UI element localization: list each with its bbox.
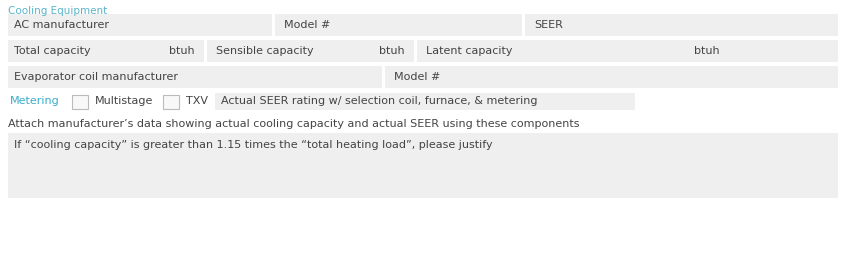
Bar	[163, 95, 179, 108]
Bar	[204, 40, 207, 62]
Text: Multistage: Multistage	[95, 96, 153, 106]
Bar	[8, 133, 838, 198]
Text: Latent capacity: Latent capacity	[426, 46, 513, 56]
Text: AC manufacturer: AC manufacturer	[14, 20, 109, 30]
Bar	[72, 95, 88, 108]
Bar	[414, 40, 417, 62]
Text: Attach manufacturer’s data showing actual cooling capacity and actual SEER using: Attach manufacturer’s data showing actua…	[8, 119, 580, 129]
Bar	[522, 14, 525, 36]
Bar	[382, 66, 385, 88]
Bar	[8, 14, 838, 36]
Text: Evaporator coil manufacturer: Evaporator coil manufacturer	[14, 72, 178, 82]
Text: btuh: btuh	[169, 46, 195, 56]
Text: SEER: SEER	[534, 20, 563, 30]
Text: Actual SEER rating w/ selection coil, furnace, & metering: Actual SEER rating w/ selection coil, fu…	[221, 96, 537, 106]
Text: btuh: btuh	[379, 46, 405, 56]
Text: Cooling Equipment: Cooling Equipment	[8, 6, 107, 16]
Text: Model #: Model #	[394, 72, 440, 82]
Text: Metering: Metering	[10, 96, 60, 106]
Text: Total capacity: Total capacity	[14, 46, 91, 56]
Bar	[215, 93, 635, 110]
Bar	[8, 40, 838, 62]
Text: Model #: Model #	[284, 20, 331, 30]
Text: btuh: btuh	[694, 46, 720, 56]
Text: If “cooling capacity” is greater than 1.15 times the “total heating load”, pleas: If “cooling capacity” is greater than 1.…	[14, 140, 493, 150]
Bar	[8, 66, 838, 88]
Text: Sensible capacity: Sensible capacity	[216, 46, 314, 56]
Bar	[272, 14, 275, 36]
Text: TXV: TXV	[186, 96, 208, 106]
